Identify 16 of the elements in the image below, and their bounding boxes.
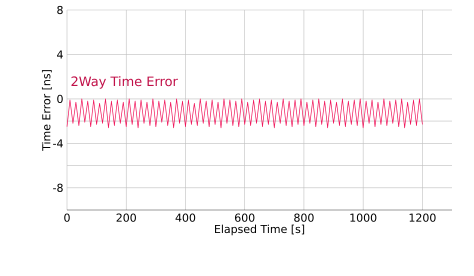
series-label: 2Way Time Error [71, 76, 178, 89]
y-tick-label: -4 [53, 139, 63, 148]
x-tick-label: 0 [64, 214, 70, 222]
x-tick-label: 600 [235, 214, 254, 222]
x-tick-label: 400 [176, 214, 196, 222]
x-tick-label: 200 [116, 214, 136, 222]
x-axis-title: Elapsed Time [s] [215, 224, 304, 236]
x-tick-label: 1200 [410, 214, 436, 222]
y-tick-label: 8 [57, 6, 63, 14]
y-axis-title: Time Error [ns] [42, 70, 52, 151]
line-series [66, 98, 423, 128]
y-tick-label: -8 [53, 184, 63, 192]
y-tick-label: 4 [57, 50, 63, 58]
y-tick-label: 0 [57, 94, 63, 104]
x-tick-label: 1000 [350, 214, 376, 222]
x-tick-label: 800 [294, 214, 314, 222]
